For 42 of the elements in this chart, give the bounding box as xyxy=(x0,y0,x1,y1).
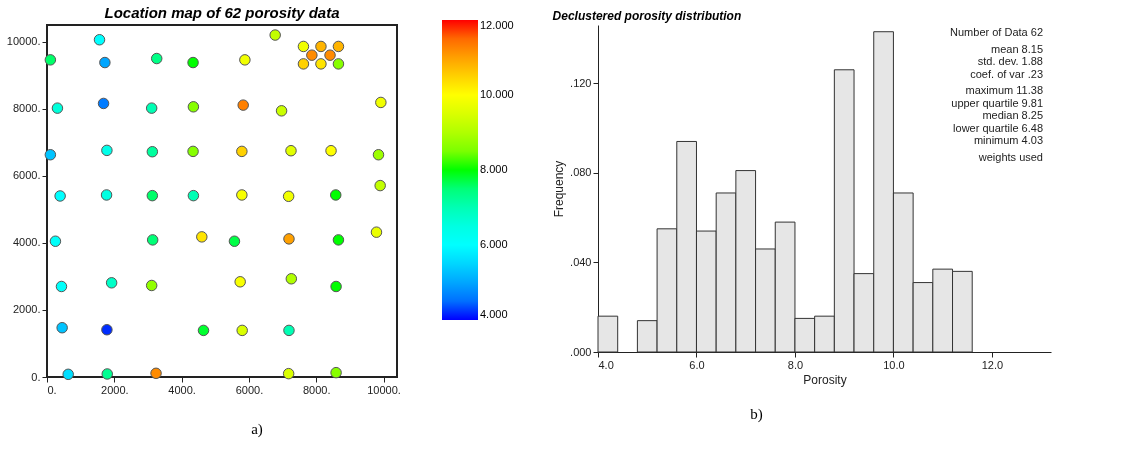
x-tick-label: 10000. xyxy=(367,383,401,396)
x-tick-label: 6000. xyxy=(235,383,264,396)
annotation: median 8.25 xyxy=(982,109,1043,121)
text: b) xyxy=(750,406,763,423)
chart-title: Declustered porosity distribution xyxy=(552,9,742,23)
x-tick-label: 8000. xyxy=(302,383,331,396)
x-tick-label: 12.0 xyxy=(981,358,1004,371)
y-tick-label: 4000. xyxy=(12,236,41,249)
annotation: maximum 11.38 xyxy=(965,84,1043,96)
annotation: mean 8.15 xyxy=(991,42,1043,55)
color-bar-label: 12.000 xyxy=(480,19,514,31)
color-bar-label: 8.000 xyxy=(480,163,508,175)
y-axis-title: Frequency xyxy=(552,160,567,218)
x-tick-label: 0. xyxy=(47,383,57,396)
x-tick-label: 6.0 xyxy=(689,358,705,371)
annotation: minimum 4.03 xyxy=(973,134,1043,146)
chart-title: Location map of 62 porosity data xyxy=(104,4,340,21)
annotation: coef. of var .23 xyxy=(970,67,1043,80)
color-bar-label: 6.000 xyxy=(480,238,508,250)
y-tick-label: 2000. xyxy=(12,303,41,316)
x-tick-label: 10.0 xyxy=(883,358,905,371)
x-axis-title: Porosity xyxy=(803,372,847,387)
y-tick-label: .120 xyxy=(570,76,592,89)
x-tick-label: 2000. xyxy=(101,383,129,396)
annotation: upper quartile 9.81 xyxy=(951,96,1043,109)
color-bar-label: 10.000 xyxy=(480,88,514,100)
x-tick-label: 4.0 xyxy=(598,358,614,371)
color-bar-label: 4.000 xyxy=(480,308,508,320)
y-tick-label: 6000. xyxy=(12,169,41,182)
y-tick-label: .080 xyxy=(570,166,592,179)
y-tick-label: .000 xyxy=(570,345,592,358)
x-tick-label: 4000. xyxy=(168,383,196,396)
x-tick-label: 8.0 xyxy=(787,358,804,371)
y-tick-label: 8000. xyxy=(12,102,41,115)
text: a) xyxy=(251,421,263,438)
y-tick-label: 10000. xyxy=(6,35,41,48)
annotation: Number of Data 62 xyxy=(950,26,1043,38)
annotation: lower quartile 6.48 xyxy=(953,121,1043,134)
y-tick-label: .040 xyxy=(570,255,592,268)
annotation: std. dev. 1.88 xyxy=(977,55,1043,67)
annotation: weights used xyxy=(977,150,1043,163)
y-tick-label: 0. xyxy=(31,370,41,383)
